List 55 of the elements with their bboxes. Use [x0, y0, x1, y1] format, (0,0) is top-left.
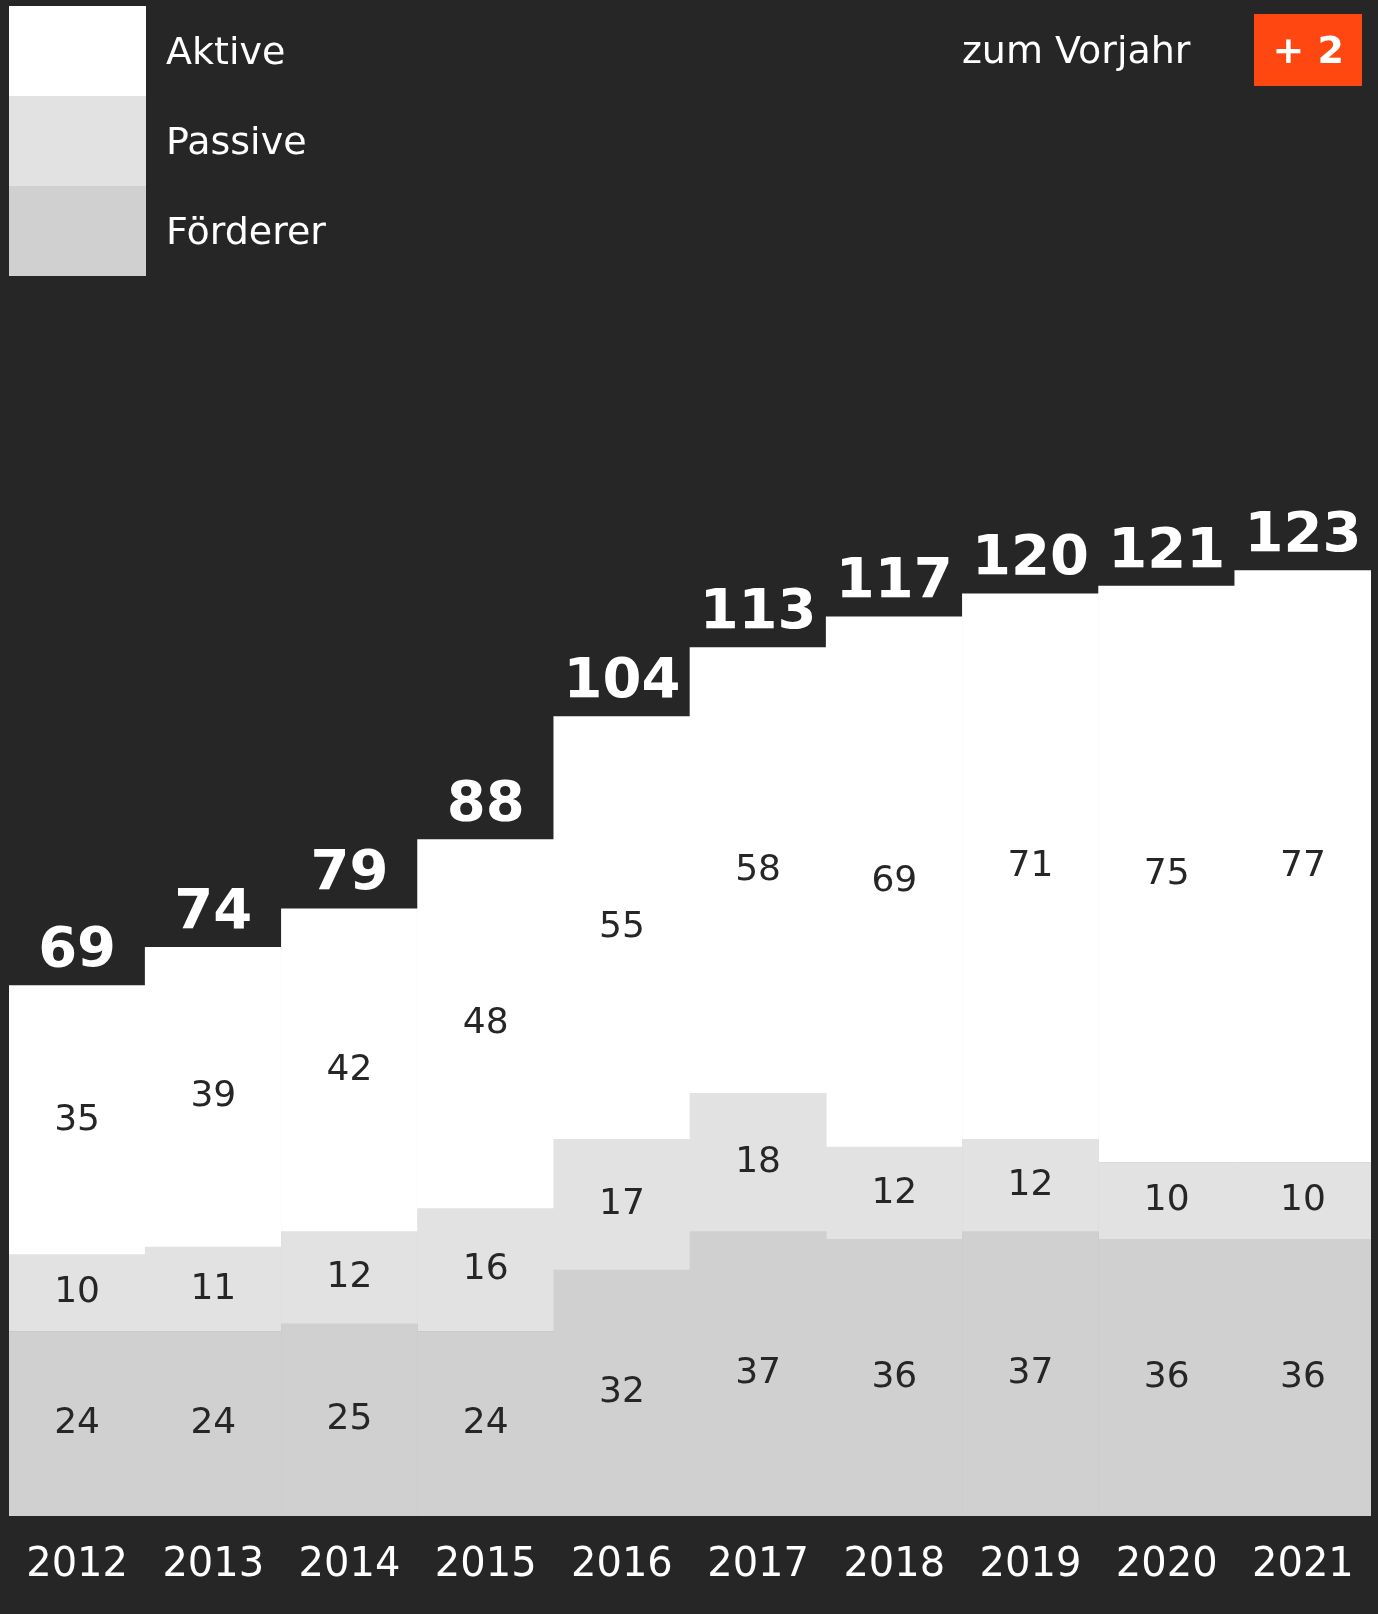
data-label: 25 — [326, 1396, 373, 1438]
data-label: 12 — [871, 1169, 918, 1211]
data-label: 71 — [1007, 842, 1054, 884]
data-label: 10 — [1143, 1177, 1190, 1219]
data-label: 55 — [598, 904, 645, 946]
data-label: 17 — [598, 1181, 645, 1223]
data-label: 37 — [735, 1350, 782, 1392]
x-tick-label: 2019 — [979, 1539, 1082, 1586]
data-label: 12 — [1007, 1161, 1054, 1203]
total-label: 74 — [174, 875, 253, 941]
data-label: 35 — [54, 1096, 101, 1138]
data-label: 36 — [1143, 1354, 1190, 1396]
text: + 2 — [1254, 14, 1362, 86]
data-label: 39 — [190, 1073, 237, 1115]
data-label: 11 — [190, 1265, 237, 1307]
data-label: 10 — [1279, 1177, 1326, 1219]
x-tick-label: 2013 — [162, 1539, 265, 1586]
data-label: 12 — [326, 1254, 373, 1296]
total-label: 79 — [310, 837, 389, 903]
total-label: 88 — [446, 768, 525, 834]
x-tick-label: 2012 — [26, 1539, 128, 1586]
total-label: 69 — [38, 914, 117, 980]
total-label: 117 — [835, 545, 953, 611]
data-label: 24 — [54, 1400, 101, 1442]
data-label: 18 — [735, 1138, 782, 1180]
data-label: 36 — [871, 1354, 918, 1396]
data-label: 69 — [871, 858, 918, 900]
legend-label: Förderer — [166, 209, 326, 253]
data-label: 24 — [462, 1400, 509, 1442]
data-label: 42 — [326, 1046, 373, 1088]
data-label: 37 — [1007, 1350, 1054, 1392]
data-label: 58 — [735, 846, 782, 888]
data-label: 36 — [1279, 1354, 1326, 1396]
x-tick-label: 2017 — [707, 1539, 809, 1586]
data-label: 32 — [598, 1369, 645, 1411]
x-tick-label: 2016 — [571, 1539, 673, 1586]
total-label: 120 — [972, 522, 1089, 588]
x-tick-label: 2018 — [843, 1539, 946, 1586]
text: zum Vorjahr — [961, 28, 1191, 72]
total-label: 121 — [1108, 514, 1226, 580]
x-tick-label: 2021 — [1252, 1539, 1354, 1586]
legend-label: Passive — [166, 119, 307, 163]
data-label: 10 — [54, 1269, 101, 1311]
data-label: 16 — [462, 1246, 509, 1288]
x-tick-label: 2015 — [434, 1539, 537, 1586]
total-label: 113 — [699, 576, 817, 642]
data-label: 77 — [1279, 842, 1326, 884]
legend-label: Aktive — [166, 29, 286, 73]
total-label: 104 — [563, 645, 681, 711]
x-tick-label: 2020 — [1115, 1539, 1218, 1586]
data-label: 48 — [462, 1000, 509, 1042]
x-tick-label: 2014 — [298, 1539, 401, 1586]
data-label: 75 — [1143, 850, 1190, 892]
data-label: 24 — [190, 1400, 237, 1442]
total-label: 123 — [1244, 499, 1362, 565]
